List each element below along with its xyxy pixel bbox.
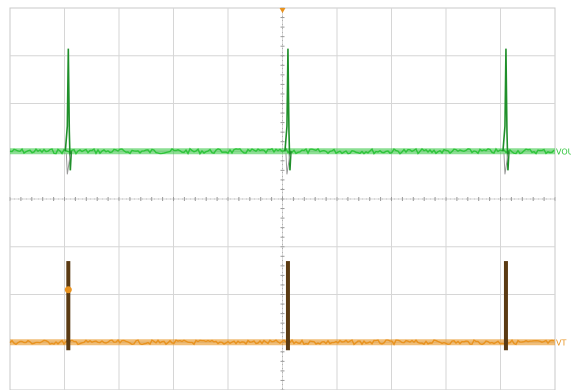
- vt-pulse: [503, 261, 508, 343]
- vt-pulse-base: [285, 340, 290, 351]
- traces: [9, 48, 555, 351]
- vout-spike: [284, 48, 292, 171]
- vt-pulse-base: [503, 340, 508, 351]
- vt-baseline-band: [10, 339, 555, 346]
- vt-pulse-base: [66, 340, 71, 351]
- vout-spike-undershoot: [503, 153, 509, 175]
- trigger-marker: [279, 8, 286, 13]
- trace-labels: VOUT VT: [556, 147, 571, 347]
- channel-label-vout: VOUT: [556, 147, 571, 156]
- vout-spike: [502, 48, 510, 171]
- vout-spike: [64, 48, 73, 171]
- vout-trace: [9, 147, 555, 156]
- vout-spike-undershoot: [285, 153, 291, 175]
- channel-label-vt: VT: [556, 338, 566, 347]
- vt-pulse: [285, 261, 290, 343]
- vt-ground-marker: [64, 286, 72, 294]
- vt-trace: [9, 338, 555, 346]
- vout-spike-undershoot: [65, 153, 71, 175]
- vt-pulse: [66, 261, 71, 343]
